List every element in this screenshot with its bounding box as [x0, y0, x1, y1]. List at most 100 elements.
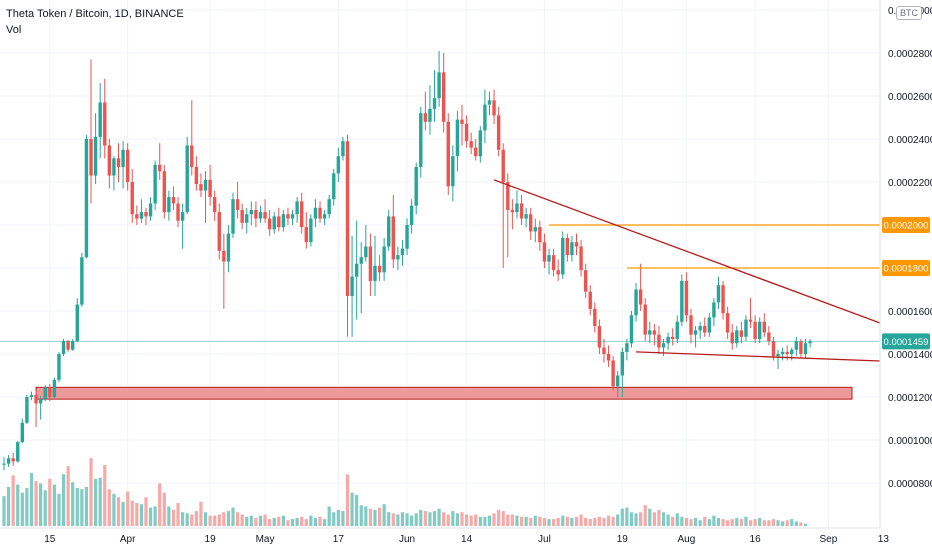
volume-bar	[519, 516, 524, 526]
x-tick-label: 19	[205, 534, 217, 545]
volume-bar	[286, 520, 290, 526]
trendline-drawings	[493, 179, 895, 363]
volume-bar	[263, 514, 267, 526]
candle-body	[538, 227, 542, 243]
volume-bar	[52, 484, 56, 526]
candle-body	[341, 141, 345, 157]
candle-body	[350, 276, 354, 296]
candle-body	[670, 336, 675, 339]
candle-body	[245, 214, 249, 223]
candle-body	[721, 285, 725, 314]
upper-trendline[interactable]	[493, 179, 895, 329]
candle-body	[625, 343, 629, 352]
volume-bar	[753, 519, 757, 526]
chart-title: Theta Token / Bitcoin, 1D, BINANCE	[6, 8, 184, 20]
price-labels: 0.0002000 0.0001800 0.0001459	[882, 217, 930, 350]
candle-body	[808, 341, 812, 344]
time-axis[interactable]: 15 Apr 19 May 17 Jun 14 Jul 19 Aug 16 Sep 13	[0, 527, 889, 545]
volume-bar	[597, 516, 601, 526]
candle-body	[583, 270, 588, 292]
currency-badge[interactable]: BTC	[896, 6, 922, 20]
volume-bar	[94, 478, 98, 526]
candle-body	[400, 248, 405, 256]
volume-bar	[323, 519, 327, 526]
volume-bar	[460, 512, 464, 526]
volume-bar	[249, 515, 253, 526]
candle-body	[716, 285, 721, 303]
volume-bar	[529, 517, 533, 526]
volume-bar	[48, 478, 52, 526]
volume-bar	[222, 512, 226, 526]
volume-bar	[744, 516, 748, 526]
candle-body	[387, 216, 391, 247]
candle-body	[611, 360, 615, 387]
y-tick-label: 0.0001000	[888, 436, 932, 447]
candle-body	[52, 379, 57, 397]
volume-bar	[588, 519, 592, 526]
candle-body	[593, 308, 597, 327]
candle-body	[222, 250, 226, 262]
volume-bar	[350, 492, 354, 526]
candle-body	[295, 201, 299, 215]
volume-bar	[748, 520, 753, 526]
candle-body	[20, 422, 25, 443]
x-tick-label: Jul	[538, 534, 551, 545]
volume-bar	[336, 509, 340, 526]
candle-body	[464, 123, 469, 142]
volume-bar	[570, 517, 574, 526]
candle-body	[776, 354, 780, 357]
volume-bar	[648, 508, 652, 526]
volume-bar	[235, 512, 240, 526]
candle-body	[693, 330, 698, 335]
lower-trendline[interactable]	[636, 351, 894, 363]
volume-bar	[98, 477, 102, 526]
volume-bar	[29, 473, 34, 526]
y-tick-label: 0.0002800	[888, 49, 932, 60]
candle-body	[432, 98, 437, 109]
candle-body	[249, 209, 254, 215]
candle-body	[739, 330, 744, 337]
candle-body	[437, 72, 441, 99]
volume-bar	[272, 517, 276, 526]
candle-body	[492, 100, 496, 116]
volume-bar	[258, 515, 263, 526]
volume-bar	[126, 491, 130, 526]
candle-body	[762, 321, 766, 333]
candle-body	[556, 270, 560, 275]
candle-body	[130, 182, 134, 215]
volume-bar	[254, 517, 258, 526]
candle-body	[48, 387, 52, 397]
candle-body	[680, 280, 684, 322]
candle-body	[263, 212, 267, 219]
candle-body	[332, 173, 336, 200]
volume-bar	[593, 517, 597, 526]
volume-bar	[561, 515, 565, 526]
candle-body	[698, 326, 702, 331]
volume-bar	[675, 513, 679, 526]
candle-body	[29, 394, 34, 397]
candle-body	[318, 207, 322, 219]
volume-bar	[661, 512, 666, 526]
volume-bar	[245, 516, 249, 526]
candle-body	[597, 326, 602, 348]
candle-body	[409, 205, 414, 225]
volume-bar	[803, 523, 808, 526]
volume-bar	[428, 512, 432, 526]
volume-bar	[464, 514, 469, 526]
candle-body	[606, 354, 611, 361]
support-zone-rect[interactable]	[35, 386, 853, 400]
volume-bar	[474, 514, 478, 526]
volume-bars	[2, 458, 808, 526]
candle-body	[272, 216, 276, 230]
candle-body	[441, 72, 446, 122]
candle-body	[75, 304, 79, 342]
candle-body	[71, 341, 75, 350]
candle-body	[377, 265, 382, 273]
candle-body	[396, 255, 400, 260]
x-tick-label: May	[256, 534, 275, 545]
candle-body	[469, 141, 473, 148]
candle-body	[300, 201, 304, 228]
volume-bar	[552, 519, 556, 526]
price-label-text: 0.0002000	[884, 221, 929, 232]
